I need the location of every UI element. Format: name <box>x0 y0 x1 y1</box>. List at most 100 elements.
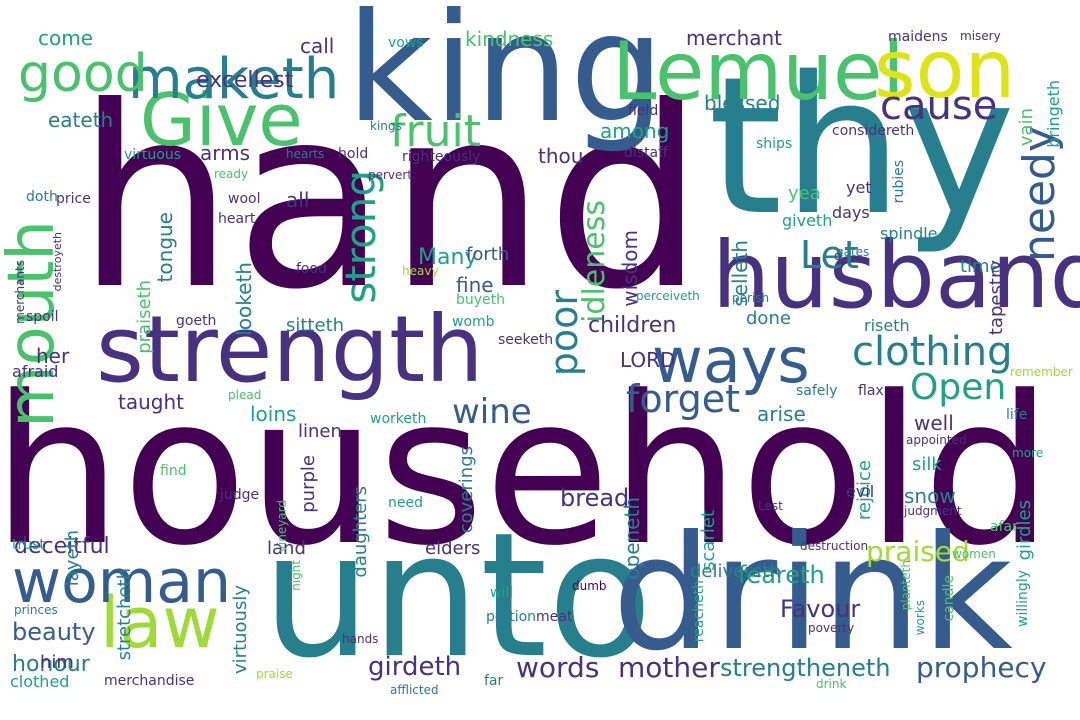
word: her <box>36 344 70 368</box>
word: call <box>300 34 335 58</box>
word: vain <box>1016 108 1037 147</box>
word: blessed <box>704 91 781 115</box>
word: considereth <box>832 123 915 139</box>
word: kindness <box>465 27 554 51</box>
word: spindle <box>880 224 938 243</box>
word: poverty <box>808 621 855 635</box>
word: bringeth <box>1044 80 1063 148</box>
word: o <box>834 249 842 263</box>
word: eateth <box>48 108 114 132</box>
word: all <box>286 188 310 212</box>
word: strong <box>336 170 385 304</box>
word: afraid <box>12 362 59 381</box>
word: snow <box>904 484 956 508</box>
word: hands <box>342 632 379 646</box>
word: strength <box>96 296 484 403</box>
word: kings <box>370 119 402 133</box>
word: life <box>1006 407 1028 423</box>
word: tapestry <box>986 260 1007 336</box>
word: land <box>267 538 306 559</box>
word: price <box>56 191 91 207</box>
word: days <box>832 203 870 222</box>
word: candle <box>941 575 957 622</box>
word: beauty <box>12 618 96 646</box>
word: field <box>628 103 659 119</box>
word: mother <box>618 651 720 684</box>
word: riseth <box>864 316 910 335</box>
word: deceitful <box>14 534 110 559</box>
word: idleness <box>577 200 612 323</box>
word: judge <box>220 487 260 503</box>
word: excellest <box>196 68 294 93</box>
word: forget <box>626 377 740 421</box>
word: bread <box>560 484 630 512</box>
word: Favour <box>780 595 861 623</box>
word: pervert <box>368 168 413 182</box>
word: trust <box>12 537 45 553</box>
word: distaff <box>624 145 668 161</box>
word: children <box>588 313 677 338</box>
word: coverings <box>456 446 477 534</box>
word: well <box>914 411 954 435</box>
word: ships <box>756 136 793 152</box>
word: girdles <box>1014 500 1035 561</box>
word: reacheth <box>691 580 707 643</box>
word: giveth <box>782 211 833 230</box>
word: spoil <box>26 309 59 325</box>
word: feareth <box>738 561 825 589</box>
word: women <box>952 547 996 561</box>
word: Lest <box>758 499 783 513</box>
word: flax <box>858 383 884 399</box>
word: husband <box>712 222 1080 329</box>
word: hand <box>76 53 705 344</box>
word: praised <box>866 535 970 568</box>
word: come <box>38 26 94 50</box>
word: ready <box>214 167 249 181</box>
word: daughters <box>350 486 371 578</box>
word: son <box>874 23 1016 116</box>
word: strengtheneth <box>720 654 891 682</box>
word: safely <box>796 383 838 399</box>
word: honour <box>12 652 90 677</box>
word: forth <box>466 244 510 265</box>
word: willingly <box>1015 570 1031 627</box>
word: Lemuel <box>612 25 905 118</box>
word: womb <box>452 314 495 330</box>
word: planteth <box>899 560 913 611</box>
word: delivereth <box>690 561 781 582</box>
word: loins <box>250 402 297 426</box>
word: virtuously <box>230 585 251 674</box>
word: destruction <box>800 539 869 553</box>
word: layeth <box>62 530 83 587</box>
word: good <box>18 44 148 104</box>
word: drink <box>816 677 847 691</box>
word: seeketh <box>498 332 554 348</box>
word: words <box>516 651 600 684</box>
word: woman <box>12 547 232 617</box>
word: far <box>484 673 504 689</box>
word: girdeth <box>368 652 462 682</box>
word: gates <box>836 245 870 259</box>
word: perceiveth <box>636 289 700 303</box>
word: doth <box>26 189 58 205</box>
word: wine <box>452 392 532 432</box>
word: wool <box>228 191 261 207</box>
word: drink <box>612 502 1013 686</box>
word: praiseth <box>134 280 155 354</box>
word: taught <box>118 390 184 414</box>
word: hearts <box>286 147 325 161</box>
word: him <box>40 652 74 673</box>
word: tongue <box>153 212 177 283</box>
word: heavy <box>402 264 439 278</box>
word: merchandise <box>104 673 195 689</box>
word: cause <box>880 83 998 129</box>
word: find <box>160 463 187 479</box>
word: goeth <box>176 313 217 329</box>
word: prophecy <box>916 651 1047 684</box>
word: vows <box>388 35 424 51</box>
word: Let <box>800 233 859 277</box>
word: perish <box>732 291 770 305</box>
word: looketh <box>232 262 256 336</box>
word: vineyard <box>275 500 289 553</box>
